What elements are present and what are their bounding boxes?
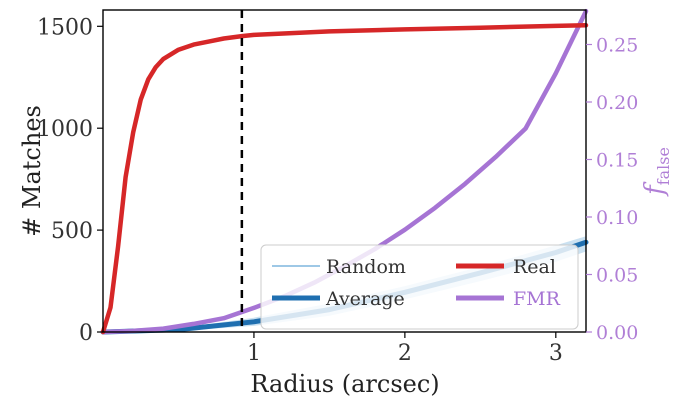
y-tick-label: 0 xyxy=(79,321,93,346)
x-tick-label: 3 xyxy=(549,341,563,366)
y2-tick-label: 0.15 xyxy=(596,150,638,172)
y2-axis-ticks: 0.00 0.05 0.10 0.15 0.20 0.25 xyxy=(586,35,638,344)
y2-axis-label: ffalse xyxy=(640,147,673,197)
plot-frame xyxy=(102,9,587,333)
y2-tick-label: 0.25 xyxy=(596,35,638,57)
y2-tick-label: 0.00 xyxy=(596,322,638,344)
y2-tick-label: 0.10 xyxy=(596,207,638,229)
x-axis-ticks: 1 2 3 xyxy=(247,332,563,366)
svg-text:ffalse: ffalse xyxy=(640,147,673,197)
legend-average-label: Average xyxy=(325,288,405,310)
legend-random-label: Random xyxy=(326,256,406,278)
x-tick-label: 1 xyxy=(247,341,261,366)
y-axis-ticks: 0 500 1000 1500 xyxy=(37,15,103,346)
y-tick-label: 1000 xyxy=(37,117,93,142)
legend: Random Average Real FMR xyxy=(260,244,579,330)
legend-real-label: Real xyxy=(513,256,556,278)
x-axis-label: Radius (arcsec) xyxy=(250,370,439,398)
y-axis-label: # Matches xyxy=(18,105,46,237)
real-series-line xyxy=(100,23,589,335)
y2-tick-label: 0.05 xyxy=(596,265,638,287)
y2-tick-label: 0.20 xyxy=(596,92,638,114)
y-tick-label: 500 xyxy=(51,219,93,244)
legend-fmr-label: FMR xyxy=(513,288,561,310)
x-tick-label: 2 xyxy=(398,341,412,366)
y-tick-label: 1500 xyxy=(37,15,93,40)
y2-label-sub: false xyxy=(654,147,673,185)
